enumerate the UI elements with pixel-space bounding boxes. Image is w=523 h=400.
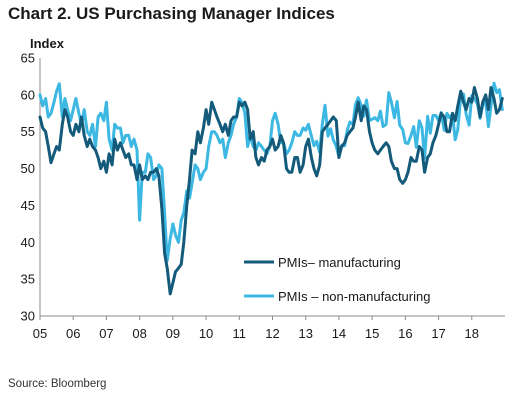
x-tick-label: 10: [199, 326, 213, 341]
y-tick-label: 50: [21, 161, 35, 176]
y-tick-label: 55: [21, 124, 35, 139]
y-tick-label: 35: [21, 272, 35, 287]
legend-entry-non-manufacturing-label: PMIs – non-manufacturing: [278, 289, 430, 304]
x-tick-label: 08: [132, 326, 146, 341]
chart-title: Chart 2. US Purchasing Manager Indices: [8, 4, 335, 23]
y-tick-label: 40: [21, 235, 35, 250]
y-axis-label: Index: [30, 36, 65, 51]
x-tick-label: 16: [398, 326, 412, 341]
y-tick-label: 45: [21, 198, 35, 213]
x-tick-label: 06: [66, 326, 80, 341]
source-note: Source: Bloomberg: [8, 378, 107, 390]
legend-entry-manufacturing-label: PMIs– manufacturing: [278, 255, 401, 270]
y-tick-label: 65: [21, 51, 35, 66]
x-tick-label: 17: [431, 326, 445, 341]
x-tick-label: 14: [332, 326, 346, 341]
series-line-non-manufacturing: [38, 81, 504, 263]
x-tick-label: 09: [166, 326, 180, 341]
legend: PMIs– manufacturing PMIs – non-manufactur…: [244, 255, 430, 304]
x-tick-label: 11: [233, 326, 247, 341]
x-tick-label: 13: [298, 326, 312, 341]
x-tick-label: 18: [465, 326, 479, 341]
x-tick-label: 05: [33, 326, 47, 341]
y-tick-labels: 30 35 40 45 50 55 60 65: [21, 51, 35, 324]
x-tick-label: 12: [265, 326, 279, 341]
series-layer: [38, 81, 504, 296]
y-tick-label: 30: [21, 309, 35, 324]
x-tick-label: 15: [365, 326, 379, 341]
y-tick-label: 60: [21, 87, 35, 102]
series-line-manufacturing: [38, 86, 504, 296]
x-tick-labels: 05 06 07 08 09 10 11 12 13 14 15 16 17 18: [33, 316, 479, 341]
x-tick-label: 07: [99, 326, 113, 341]
axes: [39, 58, 505, 317]
